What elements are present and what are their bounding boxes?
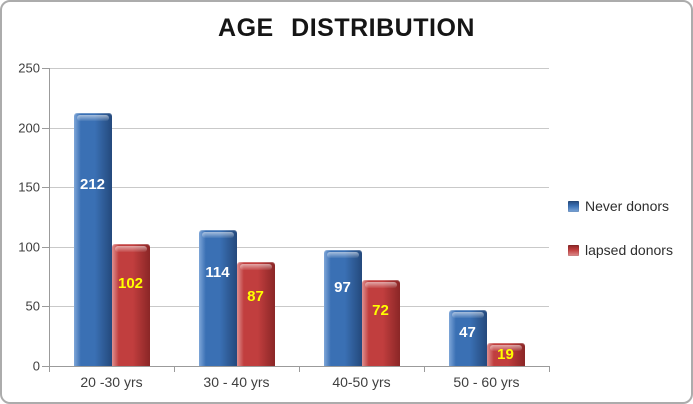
y-axis-tick xyxy=(42,187,49,189)
y-axis xyxy=(49,68,50,366)
y-axis-tick xyxy=(42,246,49,248)
legend-item-lapsed-donors: lapsed donors xyxy=(568,242,673,258)
gridline xyxy=(49,306,549,308)
x-tick-label: 30 - 40 yrs xyxy=(203,374,270,390)
bar-bevel xyxy=(326,252,359,259)
gridline xyxy=(49,187,549,189)
y-tick-label: 0 xyxy=(32,358,40,374)
x-axis-tick xyxy=(49,366,50,372)
bar-group: 212 102 xyxy=(49,68,174,366)
y-tick-label: 200 xyxy=(18,120,40,136)
bar-value-label: 87 xyxy=(247,288,264,306)
bar-bevel xyxy=(76,115,109,122)
y-axis-tick xyxy=(42,306,49,308)
x-tick-label: 20 -30 yrs xyxy=(80,374,143,390)
gridline xyxy=(49,246,549,248)
bar-bevel xyxy=(239,264,272,271)
chart-title: AGE DISTRIBUTION xyxy=(218,14,475,42)
plot-area: 212 102 114 87 97 72 47 19 0 50 100 150 200 250 xyxy=(18,61,550,374)
bar-bevel xyxy=(201,232,234,239)
bar-value-label: 102 xyxy=(117,274,144,292)
bar-bevel xyxy=(451,311,484,318)
x-axis-tick xyxy=(424,366,425,372)
legend-label: Never donors xyxy=(585,198,670,214)
bar-value-label: 114 xyxy=(205,264,230,282)
gridline xyxy=(49,127,549,129)
legend-item-never-donors: Never donors xyxy=(568,198,673,214)
bar-never-donors: 212 xyxy=(73,113,112,366)
y-axis-tick xyxy=(42,68,49,69)
y-tick-label: 50 xyxy=(25,298,40,314)
bar-lapsed-donors: 19 xyxy=(486,343,525,366)
bar-bevel xyxy=(489,345,522,352)
bar-value-label: 72 xyxy=(372,301,389,319)
x-tick-label: 40-50 yrs xyxy=(332,374,391,390)
legend-marker-icon xyxy=(568,244,579,256)
x-axis xyxy=(42,366,549,367)
bar-group: 97 72 xyxy=(299,68,424,366)
y-tick-label: 250 xyxy=(18,60,40,76)
x-tick-label: 50 - 60 yrs xyxy=(453,374,520,390)
x-axis-tick xyxy=(174,366,175,372)
legend-label: lapsed donors xyxy=(585,242,673,258)
legend-marker-icon xyxy=(568,200,579,212)
bar-bevel xyxy=(364,282,397,289)
bar-value-label: 97 xyxy=(334,279,351,297)
bar-value-label: 212 xyxy=(79,176,106,194)
bar-lapsed-donors: 102 xyxy=(111,244,150,366)
bar-value-label: 47 xyxy=(459,323,476,341)
bar-never-donors: 114 xyxy=(198,230,237,366)
bar-never-donors: 47 xyxy=(448,309,487,366)
y-tick-label: 100 xyxy=(18,239,40,255)
bar-lapsed-donors: 87 xyxy=(236,262,275,366)
gridline xyxy=(49,68,549,69)
bar-bevel xyxy=(114,246,147,253)
bar-value-label: 19 xyxy=(497,346,514,364)
y-tick-label: 150 xyxy=(18,179,40,195)
x-axis-tick xyxy=(299,366,300,372)
bar-never-donors: 97 xyxy=(323,250,362,366)
bar-group: 114 87 xyxy=(174,68,299,366)
y-axis-tick xyxy=(42,366,49,367)
x-axis-tick xyxy=(549,366,550,372)
bar-group: 47 19 xyxy=(424,68,549,366)
y-axis-tick xyxy=(42,127,49,129)
bar-lapsed-donors: 72 xyxy=(361,280,400,366)
legend: Never donors lapsed donors xyxy=(568,198,673,258)
